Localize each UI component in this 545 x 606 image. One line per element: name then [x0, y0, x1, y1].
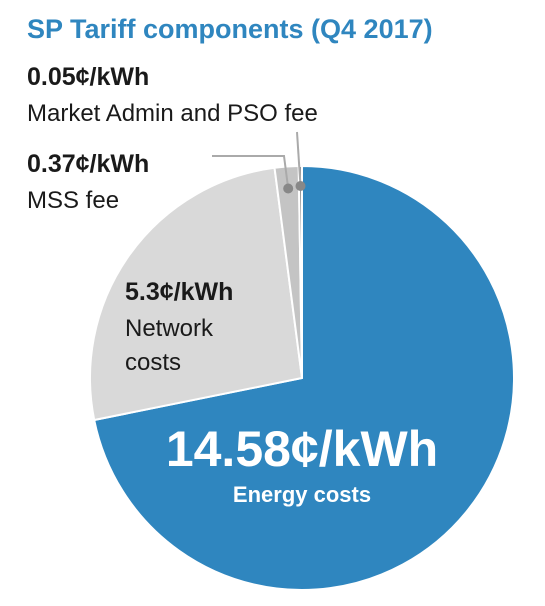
slice-label-name-network-line2: costs	[125, 349, 181, 376]
slice-network-costs	[89, 166, 303, 422]
chart-title: SP Tariff components (Q4 2017)	[27, 14, 433, 44]
pie-slices	[89, 165, 515, 591]
slice-label-value-mss-fee: 0.37¢/kWh	[27, 150, 149, 178]
slice-label-name-market-admin: Market Admin and PSO fee	[27, 100, 318, 127]
slice-energy-costs	[93, 165, 515, 591]
slice-label-name-energy: Energy costs	[233, 482, 371, 507]
slice-label-name-mss-fee: MSS fee	[27, 187, 119, 214]
leader-line-mss-fee	[212, 155, 290, 189]
slice-label-value-network: 5.3¢/kWh	[125, 278, 233, 306]
leader-dot-market-admin	[295, 181, 306, 192]
slice-label-value-market-admin: 0.05¢/kWh	[27, 63, 149, 91]
leader-lines	[212, 131, 306, 194]
leader-line-market-admin	[296, 131, 302, 187]
slice-label-name-network-line1: Network	[125, 315, 214, 342]
slice-label-value-energy: 14.58¢/kWh	[166, 421, 438, 477]
leader-dot-mss-fee	[283, 183, 294, 194]
